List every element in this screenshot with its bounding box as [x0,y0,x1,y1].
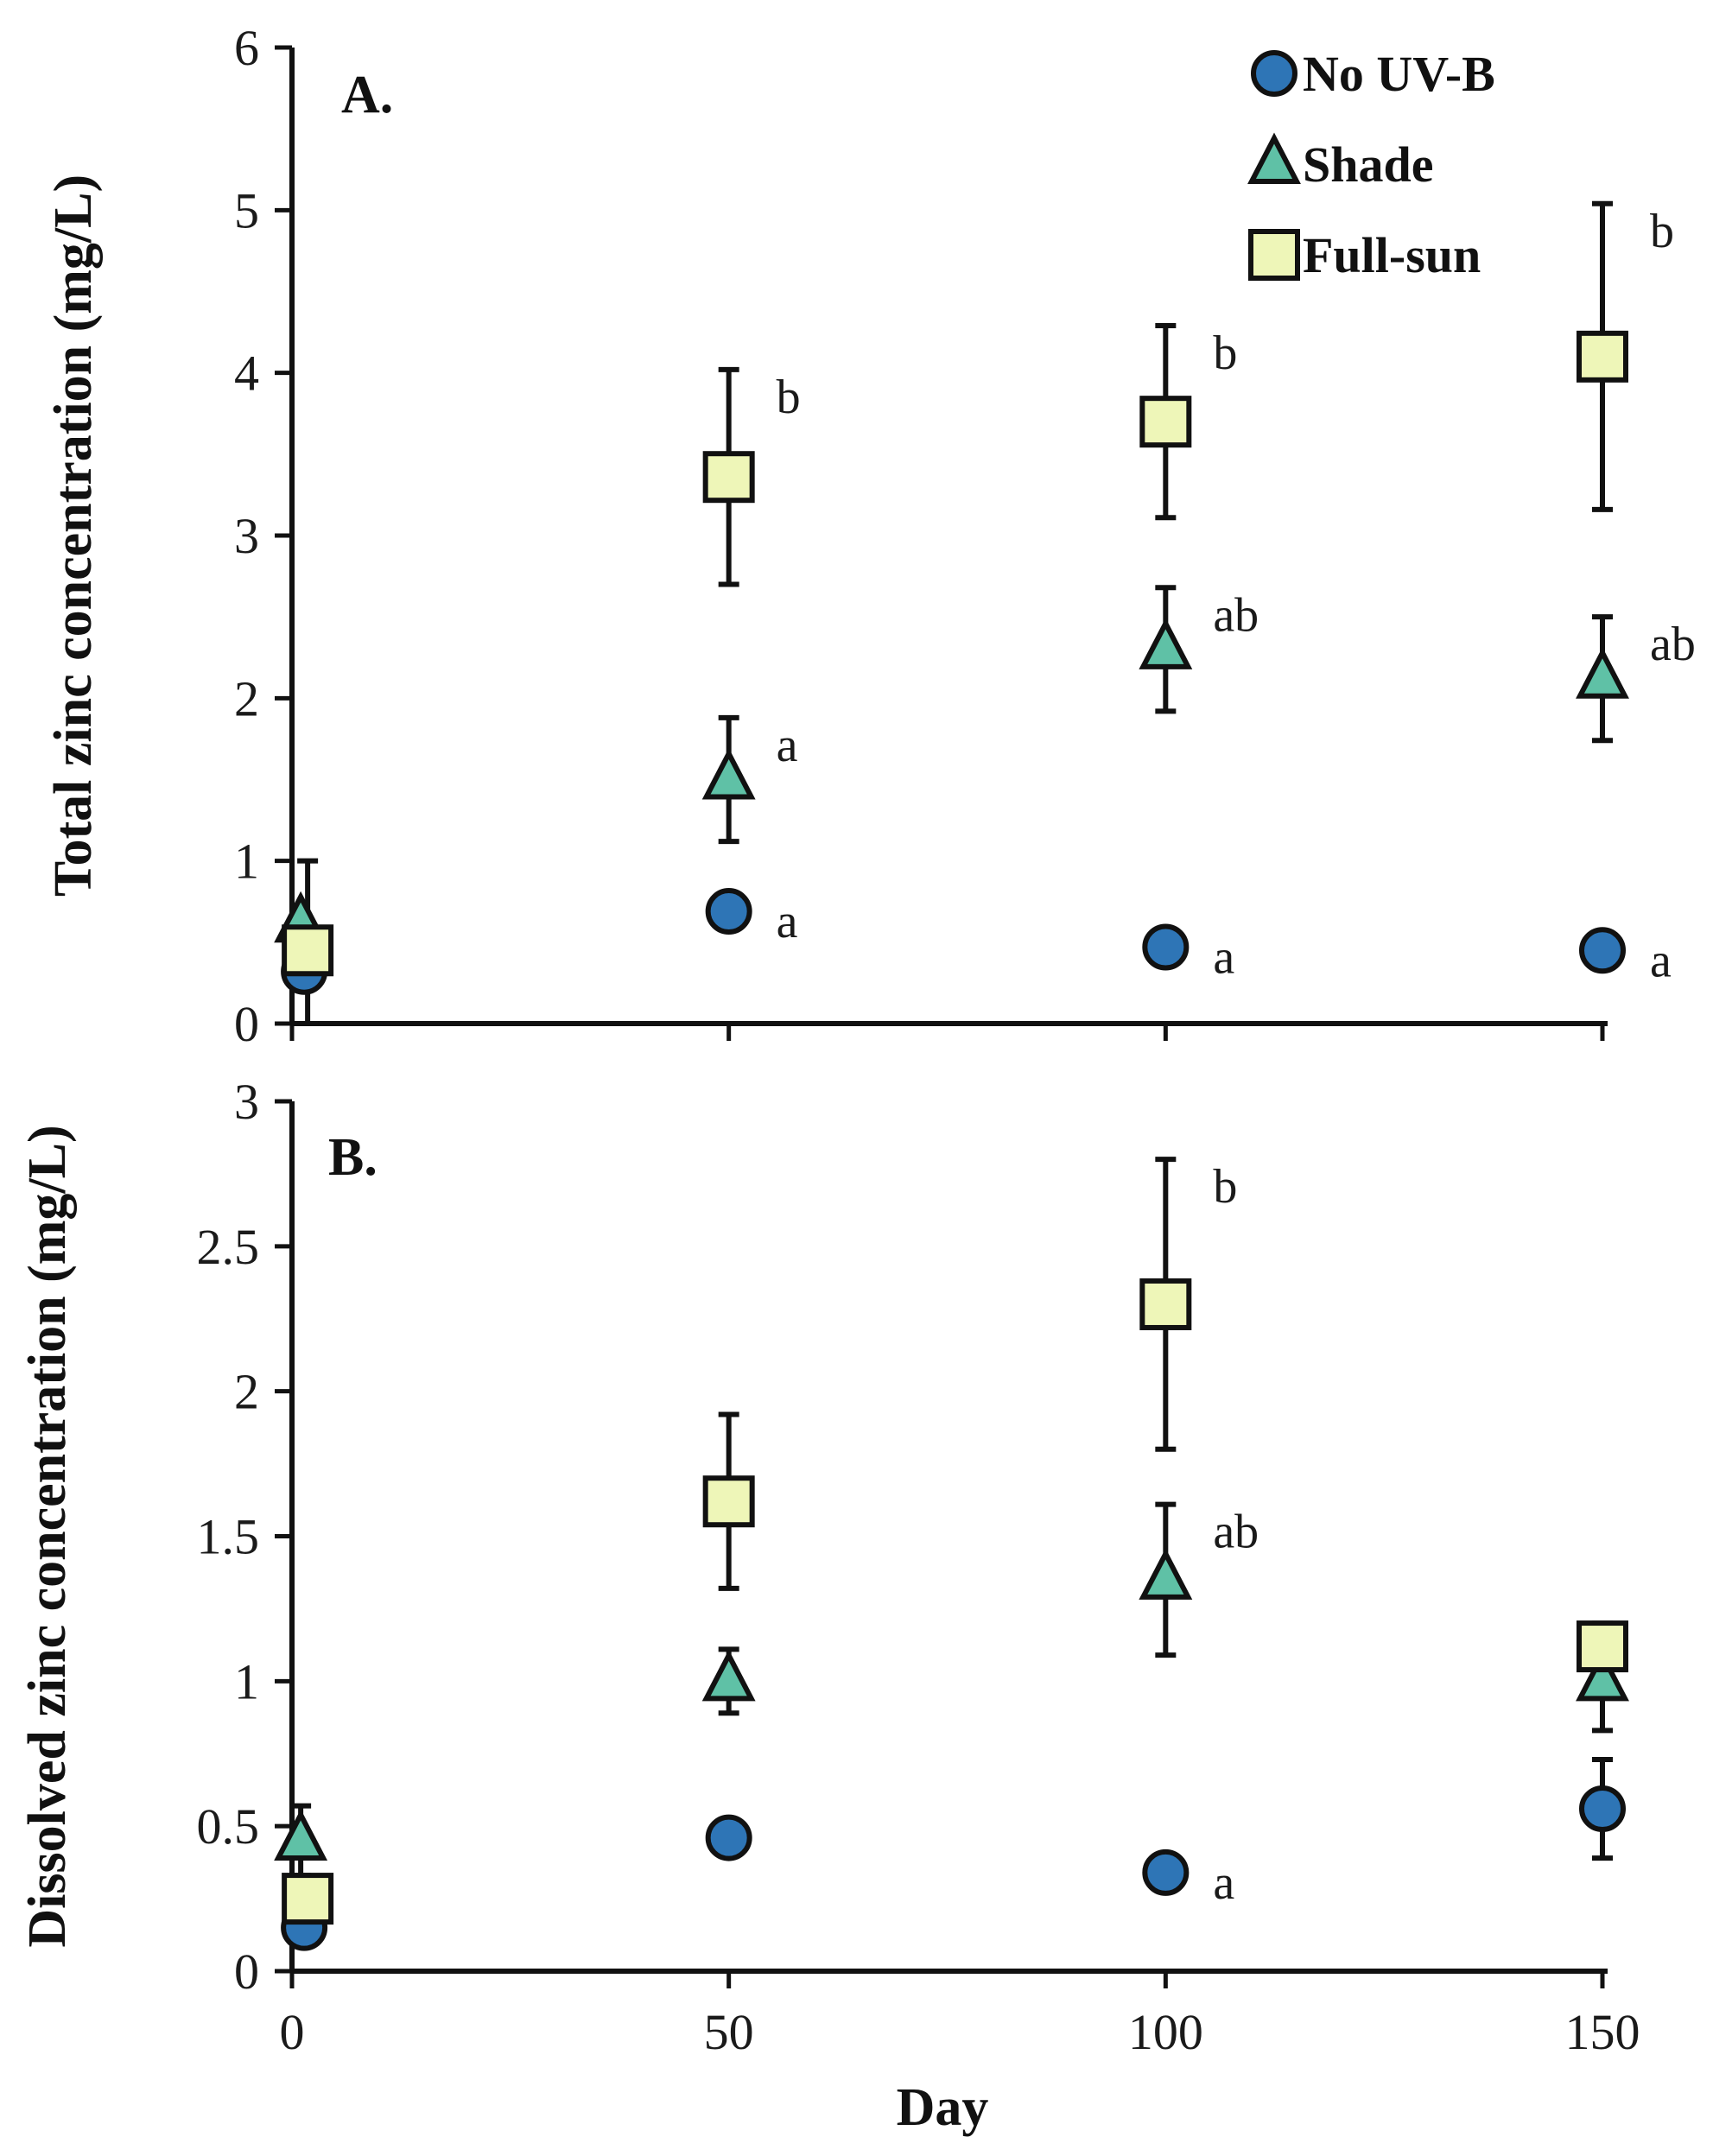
full-sun-point [1139,396,1192,448]
y-axis-title: Dissolved zinc concentration (mg/L) [18,1125,77,1947]
panel-a-total-zinc: 0 1 2 3 4 5 6 Total zinc concentration (mg/L) A.… [44,20,1696,1052]
y-tick-label: 3 [234,1074,259,1130]
significance-label: ab [1650,618,1696,671]
y-tick-label: 1 [234,834,259,890]
significance-label: a [777,895,798,948]
significance-label: a [1650,934,1672,987]
full-sun-point [702,1475,755,1528]
shade-point [1139,1548,1193,1600]
y-axis-title: Total zinc concentration (mg/L) [44,174,103,897]
y-tick-label: 2.5 [197,1219,260,1275]
y-tick-label: 5 [234,182,259,238]
legend-label: No UV-B [1303,46,1495,102]
full-sun-point [1577,1620,1628,1673]
full-sun-point [1577,330,1628,383]
significance-label: a [777,719,798,772]
y-tick-label: 0 [234,996,259,1052]
full-sun-point [702,451,755,504]
shade-point [274,1809,328,1861]
y-tick-label: 4 [234,346,259,402]
x-tick-label: 150 [1565,2004,1640,2060]
x-tick-label: 50 [704,2004,754,2060]
significance-label: ab [1213,588,1259,642]
panel-label: A. [341,66,393,124]
y-tick-label: 1.5 [197,1509,260,1565]
no-uvb-point [705,888,752,935]
shade-point [1576,647,1629,699]
legend-no-uvb-marker [1251,50,1297,97]
shade-point [1576,1649,1629,1702]
significance-label: a [1213,1856,1234,1910]
y-tick-label: 6 [234,20,259,76]
shade-point [1139,618,1193,669]
legend-label: Full-sun [1303,227,1481,283]
full-sun-point [1139,1278,1192,1330]
significance-label: b [1213,327,1237,380]
panel-label: B. [328,1128,377,1187]
y-tick-label: 0 [234,1944,259,2000]
y-tick-label: 3 [234,508,259,564]
x-tick-label: 0 [280,2004,305,2060]
legend-label: Shade [1303,136,1434,193]
significance-label: a [1213,930,1234,984]
full-sun-point [282,1873,334,1925]
no-uvb-point [1142,923,1190,971]
y-tick-label: 2 [234,670,259,726]
no-uvb-point [705,1814,752,1861]
significance-label: b [1213,1160,1237,1214]
legend-shade-marker [1247,132,1301,184]
no-uvb-point [1142,1848,1190,1896]
significance-label: b [777,371,801,424]
no-uvb-point [1579,1785,1626,1833]
panel-b-dissolved-zinc: 0 0.5 1 1.5 2 2.5 3 0 50 100 150 Dissolved zinc con… [18,1074,1640,2060]
full-sun-point [282,924,334,977]
y-tick-label: 1 [234,1653,259,1709]
legend-full-sun-marker [1248,229,1300,281]
no-uvb-point [1579,927,1626,974]
significance-label: b [1650,205,1674,258]
x-tick-label: 100 [1128,2004,1203,2060]
y-tick-label: 0.5 [197,1798,260,1855]
shade-point [701,747,756,800]
shade-point [701,1649,756,1702]
significance-label: ab [1213,1506,1259,1559]
y-tick-label: 2 [234,1364,259,1420]
legend: No UV-B Shade Full-sun [1247,46,1495,283]
x-axis-title: Day [897,2078,989,2137]
